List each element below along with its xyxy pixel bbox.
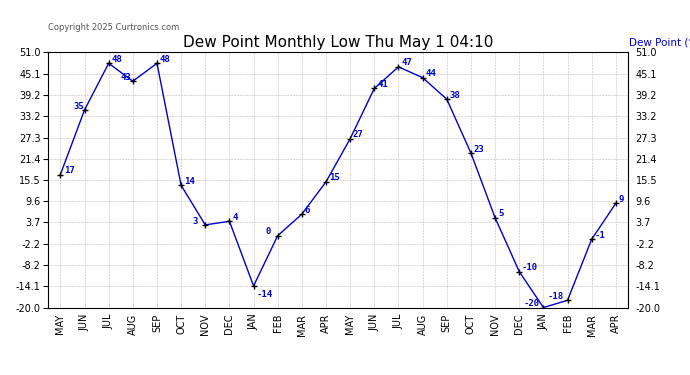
- Text: 3: 3: [193, 216, 198, 225]
- Text: 48: 48: [112, 55, 122, 64]
- Text: 14: 14: [184, 177, 195, 186]
- Text: 0: 0: [265, 227, 270, 236]
- Text: 5: 5: [498, 209, 503, 218]
- Text: 47: 47: [402, 58, 412, 68]
- Text: 23: 23: [474, 145, 484, 154]
- Text: 41: 41: [377, 80, 388, 89]
- Text: 17: 17: [65, 166, 75, 175]
- Text: 9: 9: [619, 195, 624, 204]
- Text: -14: -14: [257, 290, 273, 299]
- Text: -18: -18: [548, 292, 564, 301]
- Text: 38: 38: [450, 91, 460, 100]
- Text: -20: -20: [524, 299, 540, 308]
- Text: 48: 48: [160, 55, 170, 64]
- Text: 15: 15: [329, 173, 339, 182]
- Text: 4: 4: [233, 213, 237, 222]
- Text: Dew Point (°F): Dew Point (°F): [629, 38, 690, 47]
- Text: -10: -10: [522, 263, 538, 272]
- Text: -1: -1: [595, 231, 605, 240]
- Text: 43: 43: [120, 73, 131, 82]
- Text: 44: 44: [426, 69, 436, 78]
- Text: 27: 27: [353, 130, 364, 139]
- Text: 6: 6: [305, 206, 310, 215]
- Text: 35: 35: [73, 102, 84, 111]
- Text: Copyright 2025 Curtronics.com: Copyright 2025 Curtronics.com: [48, 23, 179, 32]
- Title: Dew Point Monthly Low Thu May 1 04:10: Dew Point Monthly Low Thu May 1 04:10: [183, 35, 493, 50]
